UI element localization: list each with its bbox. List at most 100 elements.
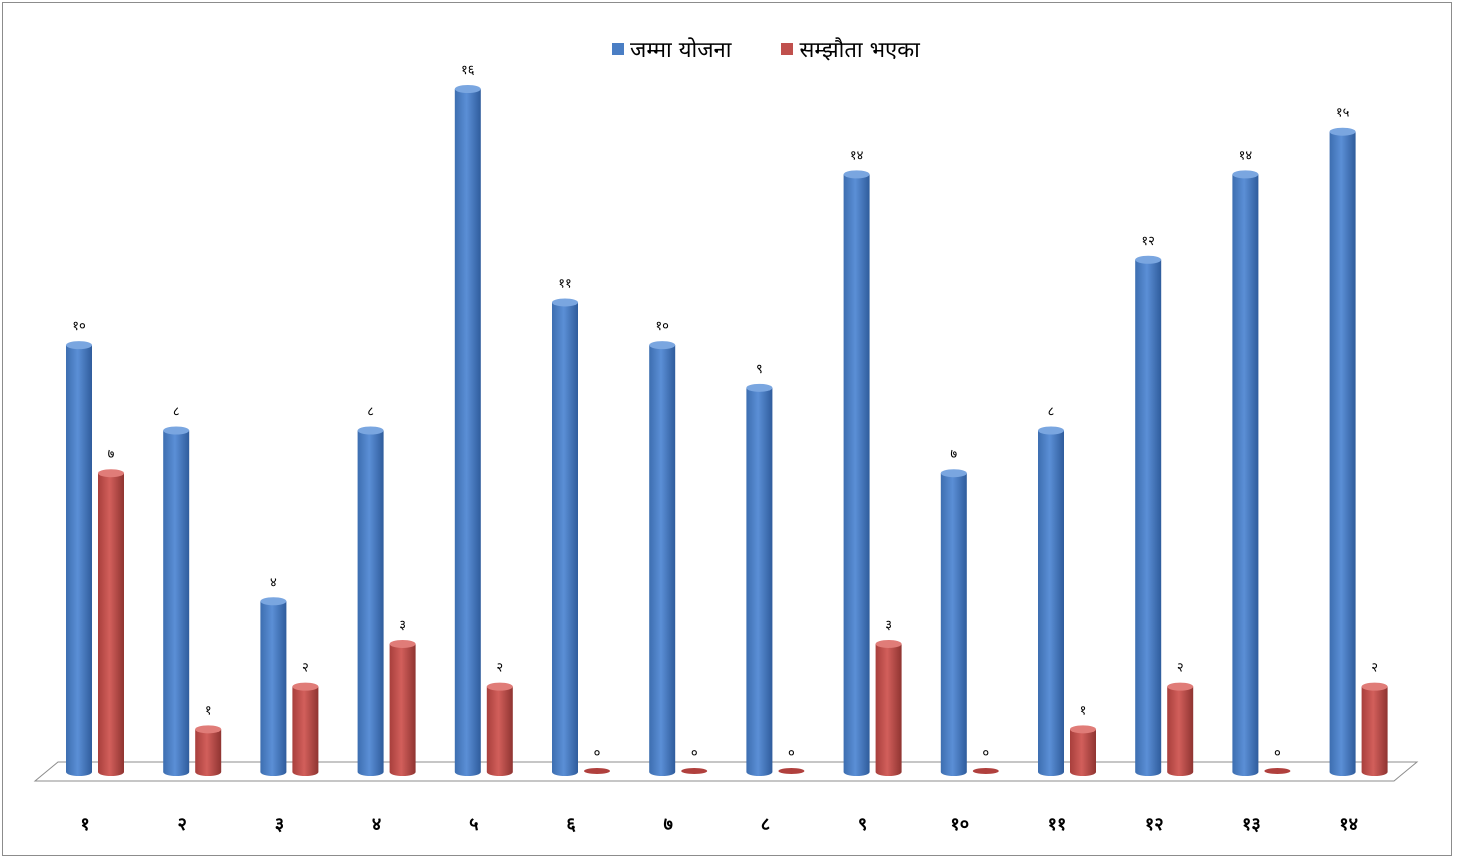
bar-top-agreed-12 xyxy=(1167,682,1194,691)
data-label-agreed-4: ३ xyxy=(399,618,406,633)
bar-top-agreed-14 xyxy=(1361,682,1388,691)
data-label-agreed-12: २ xyxy=(1177,661,1184,676)
legend-item-agreed: सम्झौता भएका xyxy=(781,34,920,64)
data-label-total-1: १० xyxy=(72,319,86,334)
bar-top-total-11 xyxy=(1038,426,1064,435)
bar-top-total-4 xyxy=(357,426,384,435)
bar-top-total-12 xyxy=(1135,255,1162,264)
bar-total-9 xyxy=(843,174,870,776)
legend-item-total: जम्मा योजना xyxy=(612,34,731,64)
x-tick-label-12: १२ xyxy=(1145,814,1164,835)
bar-top-total-6 xyxy=(552,298,578,307)
x-tick-label-11: ११ xyxy=(1048,814,1067,835)
data-label-total-10: ७ xyxy=(950,447,957,462)
bar-top-agreed-4 xyxy=(389,639,416,648)
bar-total-12 xyxy=(1135,259,1162,776)
data-label-agreed-3: २ xyxy=(302,661,309,676)
bar-top-agreed-3 xyxy=(292,682,319,691)
bar-total-6 xyxy=(552,302,578,776)
bar-agreed-14 xyxy=(1361,686,1388,776)
legend-label-agreed: सम्झौता भएका xyxy=(799,38,920,63)
x-tick-label-4: ४ xyxy=(372,814,381,835)
data-label-agreed-9: ३ xyxy=(885,618,892,633)
x-tick-label-7: ७ xyxy=(664,814,673,835)
data-label-total-8: ९ xyxy=(756,362,763,377)
bar-agreed-4 xyxy=(389,643,416,776)
bar-agreed-5 xyxy=(486,686,513,776)
bar-top-total-10 xyxy=(940,469,967,478)
bar-total-14 xyxy=(1329,131,1356,776)
x-tick-label-13: १३ xyxy=(1242,814,1261,835)
bar-top-total-8 xyxy=(746,383,773,392)
bar-total-3 xyxy=(260,601,287,776)
legend-swatch-agreed xyxy=(781,43,794,55)
bar-top-total-3 xyxy=(260,597,287,606)
data-label-total-11: ८ xyxy=(1048,405,1055,420)
bar-top-total-9 xyxy=(843,170,870,179)
bar-total-4 xyxy=(357,430,384,776)
bar-agreed-13 xyxy=(1264,768,1291,774)
data-label-total-12: १२ xyxy=(1141,234,1155,249)
x-tick-label-10: १० xyxy=(950,814,969,835)
x-tick-label-5: ५ xyxy=(469,814,478,835)
bar-top-total-13 xyxy=(1232,170,1259,179)
bar-total-2 xyxy=(163,430,190,776)
bar-agreed-1 xyxy=(98,473,124,776)
bar-total-11 xyxy=(1038,430,1064,776)
bar-agreed-8 xyxy=(778,768,805,774)
bar-total-8 xyxy=(746,387,773,776)
bar-agreed-11 xyxy=(1070,729,1096,776)
x-tick-label-3: ३ xyxy=(275,814,284,835)
data-label-total-5: १६ xyxy=(461,63,475,78)
data-label-agreed-6: ० xyxy=(594,746,601,761)
data-label-agreed-7: ० xyxy=(691,746,698,761)
data-label-agreed-5: २ xyxy=(496,661,503,676)
x-tick-label-1: १ xyxy=(80,814,89,835)
bar-agreed-6 xyxy=(584,768,610,774)
bar-top-total-2 xyxy=(163,426,190,435)
bar-total-5 xyxy=(454,89,481,776)
x-tick-label-2: २ xyxy=(178,814,187,835)
data-label-total-4: ८ xyxy=(367,405,374,420)
x-tick-label-6: ६ xyxy=(566,814,576,835)
data-label-agreed-8: ० xyxy=(788,746,795,761)
bar-agreed-7 xyxy=(681,768,708,774)
x-tick-label-8: ८ xyxy=(761,814,770,835)
bar-top-agreed-5 xyxy=(486,682,513,691)
bar-top-agreed-9 xyxy=(875,639,902,648)
legend-swatch-total xyxy=(612,43,624,55)
data-label-total-7: १० xyxy=(655,319,669,334)
data-label-total-3: ४ xyxy=(270,575,277,590)
bar-top-total-7 xyxy=(649,341,676,350)
data-label-agreed-1: ७ xyxy=(108,447,115,462)
bar-top-total-1 xyxy=(66,341,92,350)
bar-agreed-10 xyxy=(972,768,999,774)
bar-total-1 xyxy=(66,345,92,776)
chart-floor xyxy=(33,761,1419,782)
data-label-total-2: ८ xyxy=(173,405,180,420)
bar-agreed-9 xyxy=(875,643,902,776)
data-label-total-9: १४ xyxy=(850,148,864,163)
bar-top-total-14 xyxy=(1329,127,1356,136)
data-label-agreed-10: ० xyxy=(982,746,989,761)
data-label-agreed-13: ० xyxy=(1274,746,1281,761)
data-label-agreed-11: १ xyxy=(1080,703,1087,718)
bar-top-agreed-1 xyxy=(98,469,124,478)
bar-agreed-2 xyxy=(195,729,222,776)
bar-top-agreed-2 xyxy=(195,725,222,734)
data-label-total-6: ११ xyxy=(558,276,572,291)
data-label-agreed-2: १ xyxy=(205,703,212,718)
bar-total-7 xyxy=(649,345,676,776)
chart-frame xyxy=(2,2,1452,856)
bar-agreed-3 xyxy=(292,686,319,776)
data-label-total-13: १४ xyxy=(1239,148,1253,163)
legend-label-total: जम्मा योजना xyxy=(630,38,732,63)
legend: जम्मा योजना सम्झौता भएका xyxy=(612,34,970,64)
x-tick-label-14: १४ xyxy=(1339,814,1358,835)
bar-top-total-5 xyxy=(454,85,481,93)
data-label-total-14: १५ xyxy=(1336,106,1350,121)
bar-total-10 xyxy=(940,473,967,776)
data-label-agreed-14: २ xyxy=(1371,661,1378,676)
bar-top-agreed-11 xyxy=(1070,725,1096,734)
